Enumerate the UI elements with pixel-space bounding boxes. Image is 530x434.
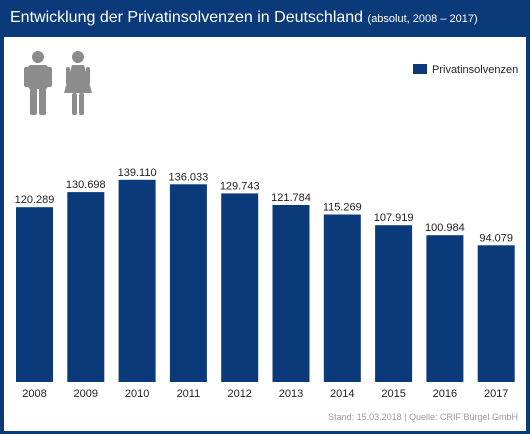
x-tick-label-2008: 2008 [22, 388, 46, 400]
data-label-2009: 130.698 [66, 179, 106, 191]
x-tick-label-2016: 2016 [433, 388, 457, 400]
x-tick-label-2014: 2014 [330, 388, 354, 400]
bar-2016 [426, 235, 464, 382]
legend-swatch [413, 64, 427, 74]
x-tick-label-2010: 2010 [125, 388, 149, 400]
female-figure-icon [64, 51, 92, 115]
data-label-2014: 115.269 [323, 202, 362, 214]
legend: Privatinsolvenzen [413, 64, 518, 76]
x-tick-label-2013: 2013 [279, 388, 303, 400]
data-label-2013: 121.784 [271, 192, 311, 204]
bar-2009 [67, 192, 105, 382]
title-bar: Entwicklung der Privatinsolvenzen in Deu… [0, 0, 530, 36]
male-figure-icon [24, 51, 52, 115]
x-tick-label-2009: 2009 [74, 388, 98, 400]
chart-title: Entwicklung der Privatinsolvenzen in Deu… [10, 9, 478, 27]
bar-2010 [118, 179, 156, 382]
data-label-2015: 107.919 [374, 212, 414, 224]
data-label-2010: 139.110 [118, 167, 157, 179]
bar-2017 [477, 245, 515, 382]
x-axis-tick-labels: 2008 2009 2010 2011 2012 2013 2014 2015 2016 2017 [22, 388, 508, 400]
source-note: Stand: 15.03.2018 | Quelle: CRIF Bürgel … [328, 412, 518, 422]
chart-subtitle: (absolut, 2008 – 2017) [367, 13, 478, 25]
bar-2012 [221, 193, 259, 382]
data-label-2011: 136.033 [169, 171, 209, 183]
bar-2015 [375, 225, 413, 382]
bar-2014 [323, 214, 361, 382]
x-tick-label-2015: 2015 [381, 388, 405, 400]
data-label-2012: 129.743 [220, 180, 260, 192]
bars [16, 179, 515, 382]
x-tick-label-2011: 2011 [177, 388, 201, 400]
bar-2013 [272, 205, 310, 382]
data-label-2016: 100.984 [425, 222, 465, 234]
chart-panel: Privatinsolvenzen 120.289 130.698 139.110 1… [4, 37, 526, 431]
chart-title-text: Entwicklung der Privatinsolvenzen in Deu… [10, 9, 364, 26]
data-label-2008: 120.289 [15, 194, 55, 206]
x-tick-label-2012: 2012 [227, 388, 251, 400]
bar-2011 [169, 184, 207, 382]
legend-label: Privatinsolvenzen [432, 64, 518, 76]
bar-2008 [16, 207, 53, 382]
data-label-2017: 94.079 [479, 232, 513, 244]
x-tick-label-2017: 2017 [484, 388, 508, 400]
data-labels: 120.289 130.698 139.110 136.033 129.743 121.7… [15, 167, 513, 245]
